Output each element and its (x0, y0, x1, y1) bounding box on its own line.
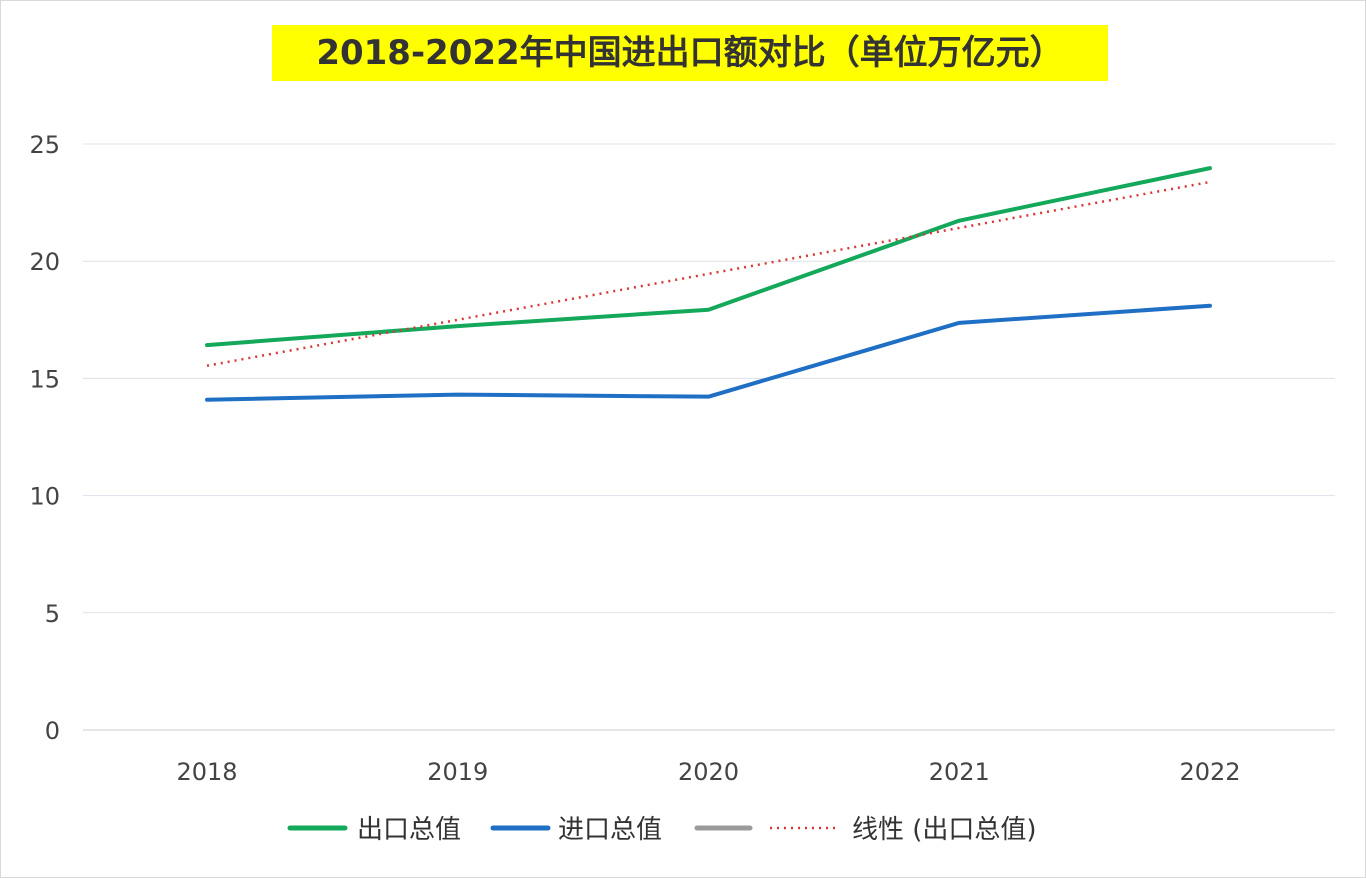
y-tick-label: 5 (45, 600, 60, 628)
y-tick-label: 15 (29, 365, 60, 393)
y-tick-label: 0 (45, 717, 60, 745)
x-tick-label: 2019 (427, 758, 488, 786)
x-tick-label: 2021 (929, 758, 990, 786)
y-tick-label: 10 (29, 483, 60, 511)
x-tick-label: 2018 (176, 758, 237, 786)
y-tick-label: 25 (29, 131, 60, 159)
x-tick-label: 2020 (678, 758, 739, 786)
y-tick-label: 20 (29, 248, 60, 276)
chart-title: 2018-2022年中国进出口额对比（单位万亿元） (272, 25, 1108, 81)
legend-label: 出口总值 (357, 815, 461, 845)
x-tick-label: 2022 (1179, 758, 1240, 786)
series-line-0 (205, 166, 1212, 348)
series-line-3 (206, 180, 1211, 367)
legend-label: 进口总值 (558, 815, 662, 845)
series-line-1 (205, 303, 1212, 402)
legend-label: 线性 (出口总值) (852, 815, 1037, 845)
